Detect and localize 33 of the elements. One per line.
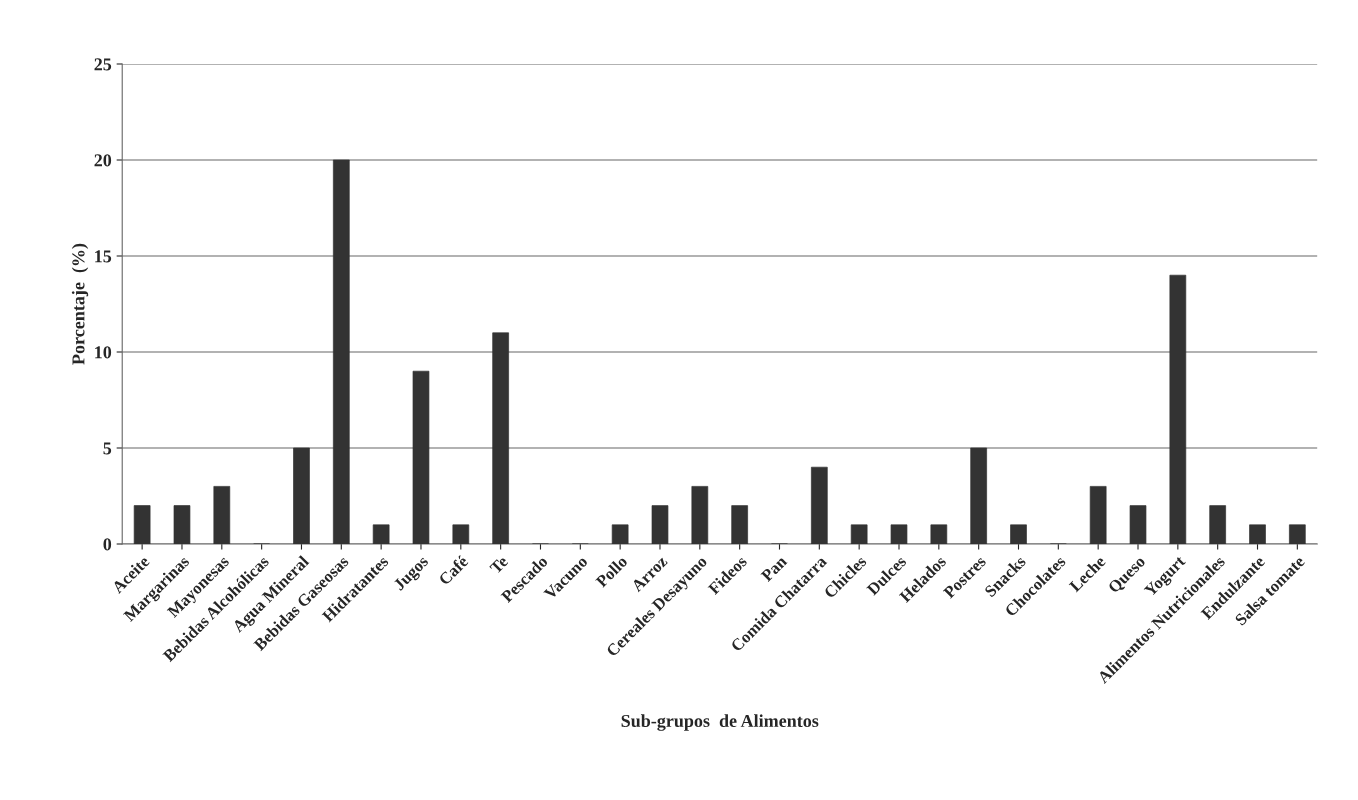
y-tick-label: 25 bbox=[94, 58, 112, 71]
bar bbox=[293, 447, 310, 544]
x-axis-title: Sub-grupos de Alimentos bbox=[621, 714, 819, 731]
bar bbox=[850, 524, 868, 544]
bar bbox=[173, 505, 191, 544]
bar bbox=[970, 447, 987, 544]
bar bbox=[1169, 274, 1187, 544]
bar bbox=[1010, 524, 1027, 544]
y-tick-label: 0 bbox=[103, 538, 112, 551]
y-tick-label: 5 bbox=[103, 442, 112, 455]
bar bbox=[731, 505, 748, 544]
bar bbox=[651, 505, 669, 544]
y-tick-label: 20 bbox=[94, 154, 112, 167]
y-axis-title: Porcentaje (%) bbox=[71, 243, 89, 365]
bar bbox=[412, 370, 430, 544]
bar bbox=[1249, 524, 1266, 544]
bar bbox=[452, 524, 470, 544]
y-tick-label: 15 bbox=[95, 250, 112, 263]
bar bbox=[691, 486, 709, 544]
bar bbox=[611, 524, 629, 544]
bar bbox=[930, 524, 948, 544]
y-tick-label: 10 bbox=[95, 346, 112, 359]
bar bbox=[890, 524, 908, 544]
bar bbox=[1129, 505, 1147, 544]
bar bbox=[492, 332, 509, 544]
bar bbox=[372, 524, 390, 544]
bar bbox=[213, 486, 231, 544]
bar bbox=[332, 159, 350, 544]
bar bbox=[1089, 486, 1107, 544]
bar bbox=[1209, 505, 1226, 544]
bar bbox=[811, 466, 828, 544]
bar bbox=[133, 505, 151, 544]
bar bbox=[1289, 524, 1306, 544]
